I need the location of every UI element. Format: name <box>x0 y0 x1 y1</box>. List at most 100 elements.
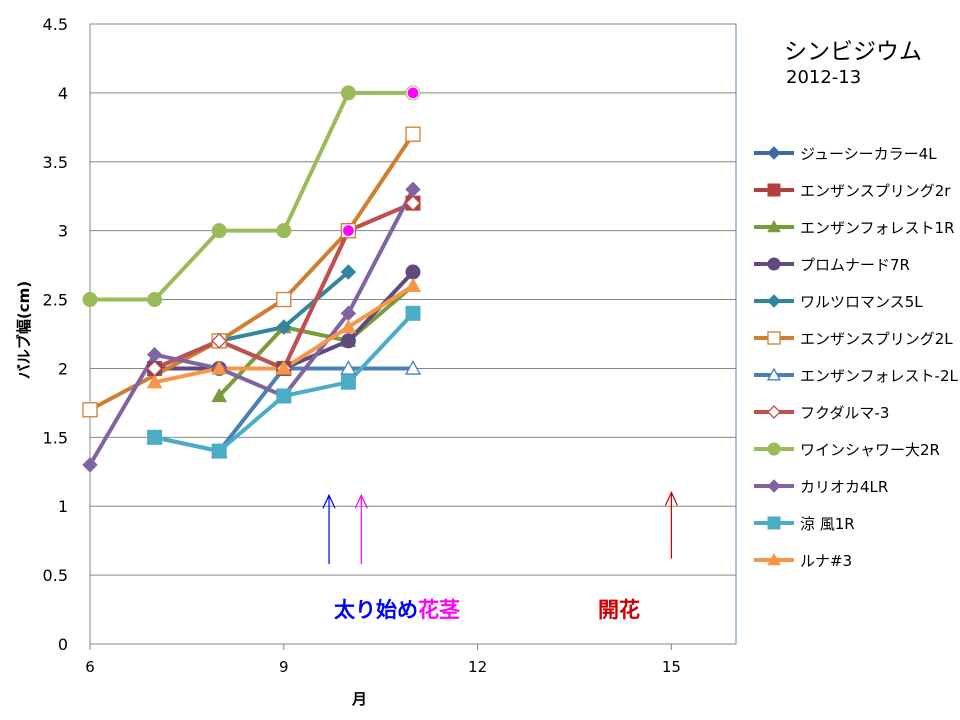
data-point <box>276 319 292 335</box>
legend-label: カリオカ4LR <box>800 478 889 496</box>
legend-item: ワインシャワー大2R <box>752 431 957 468</box>
y-tick-label: 2.5 <box>43 291 68 310</box>
y-tick-label: 4 <box>58 84 68 103</box>
annotation-arrow-head <box>664 491 678 506</box>
legend-swatch <box>754 257 794 271</box>
legend-label: エンザンフォレスト-2L <box>800 367 958 385</box>
y-tick-label: 3.5 <box>43 153 68 172</box>
y-tick-label: 1.5 <box>43 428 68 447</box>
legend-item: ジューシーカラー4L <box>752 135 957 172</box>
x-tick-label: 12 <box>468 658 487 676</box>
legend-swatch <box>754 331 794 345</box>
legend-marker <box>767 331 781 345</box>
highlight-point <box>406 86 420 100</box>
legend-item: エンザンスプリング2r <box>752 172 957 209</box>
data-point <box>405 181 421 198</box>
data-point <box>147 429 163 445</box>
legend-swatch <box>754 219 794 233</box>
series-line <box>217 283 415 398</box>
legend-label: ワインシャワー大2R <box>800 441 940 459</box>
data-point <box>276 388 292 404</box>
data-point <box>82 292 98 308</box>
legend-item: エンザンスプリング2L <box>752 320 957 357</box>
data-point <box>275 360 292 375</box>
y-tick-label: 0.5 <box>43 566 68 585</box>
legend-swatch <box>754 516 794 530</box>
legend-swatch <box>754 367 794 381</box>
data-point <box>146 346 163 363</box>
data-point <box>404 360 422 375</box>
legend-item: フクダルマ-3 <box>752 394 957 431</box>
legend-marker <box>767 294 781 308</box>
annotation-arrow-head <box>322 493 336 509</box>
legend-label: 涼 風1R <box>800 515 855 533</box>
legend-marker <box>767 183 781 197</box>
data-point <box>211 223 227 239</box>
data-point <box>147 292 163 308</box>
data-point <box>405 277 421 292</box>
legend-item: エンザンフォレスト-2L <box>752 357 958 394</box>
legend-marker <box>767 405 781 419</box>
data-point <box>340 264 357 280</box>
legend-swatch <box>754 552 794 566</box>
legend-swatch <box>754 183 794 197</box>
data-point <box>340 374 356 390</box>
legend-marker <box>767 479 781 493</box>
data-point <box>82 402 98 418</box>
series-line <box>88 187 415 467</box>
y-tick-label: 2 <box>58 359 68 378</box>
legend-item: プロムナード7R <box>752 246 957 283</box>
data-point <box>405 305 421 321</box>
legend-label: ワルツロマンス5L <box>800 293 923 311</box>
annotation-flowering: 開花 <box>598 598 640 622</box>
legend-label: エンザンスプリング2L <box>800 330 953 348</box>
data-point <box>82 457 98 473</box>
y-tick-label: 0 <box>58 635 68 654</box>
legend-item: ワルツロマンス5L <box>752 283 957 320</box>
axes <box>89 24 736 650</box>
data-point <box>211 443 227 459</box>
legend-item: エンザンフォレスト1R <box>752 209 957 246</box>
legend-swatch <box>754 146 794 160</box>
y-tick-label: 1 <box>58 497 68 516</box>
data-point <box>340 360 357 375</box>
legend-swatch <box>754 479 794 493</box>
legend-swatch <box>754 442 794 456</box>
tick-labels: 0 0.5 1 1.5 2 2.5 3 3.5 4 4.5 6 9 12 15 <box>43 15 681 676</box>
data-point <box>340 319 357 334</box>
legend-marker <box>767 552 781 566</box>
legend-label: エンザンスプリング2r <box>800 182 951 200</box>
data-point <box>405 195 421 212</box>
annotation-thickening: 太り始め <box>334 598 418 622</box>
data-point <box>211 387 228 403</box>
legend: ジューシーカラー4L エンザンスプリング2r エンザンフォレスト1R プロムナード7R… <box>752 135 958 579</box>
legend-label: ジューシーカラー4L <box>800 145 937 163</box>
x-tick-label: 15 <box>662 658 681 676</box>
x-tick-label: 6 <box>85 658 95 676</box>
legend-label: エンザンフォレスト1R <box>800 219 955 237</box>
data-point <box>276 223 292 239</box>
y-axis-label: バルブ幅(cm) <box>15 280 33 380</box>
annotation-arrow-head <box>354 493 368 509</box>
x-tick-label: 9 <box>279 658 289 676</box>
data-point <box>211 360 228 375</box>
legend-label: プロムナード7R <box>800 256 910 274</box>
plot-area <box>89 23 737 645</box>
highlight-point <box>341 224 355 238</box>
x-axis-label: 月 <box>352 690 368 708</box>
data-point <box>146 374 163 389</box>
y-tick-label: 3 <box>58 222 68 241</box>
chart-subtitle: 2012-13 <box>786 67 862 88</box>
chart-title: シンビジウム <box>784 39 922 65</box>
data-point <box>405 126 421 142</box>
legend-marker <box>767 219 781 233</box>
annotation-flower-stalk: 花茎 <box>418 598 460 622</box>
y-tick-label: 4.5 <box>43 15 68 34</box>
legend-item: ルナ#3 <box>752 542 957 579</box>
legend-swatch <box>754 294 794 308</box>
legend-marker <box>767 146 781 160</box>
legend-label: ルナ#3 <box>800 552 853 570</box>
legend-label: フクダルマ-3 <box>800 404 890 422</box>
data-point <box>211 332 228 349</box>
annotation-arrows <box>322 491 678 565</box>
